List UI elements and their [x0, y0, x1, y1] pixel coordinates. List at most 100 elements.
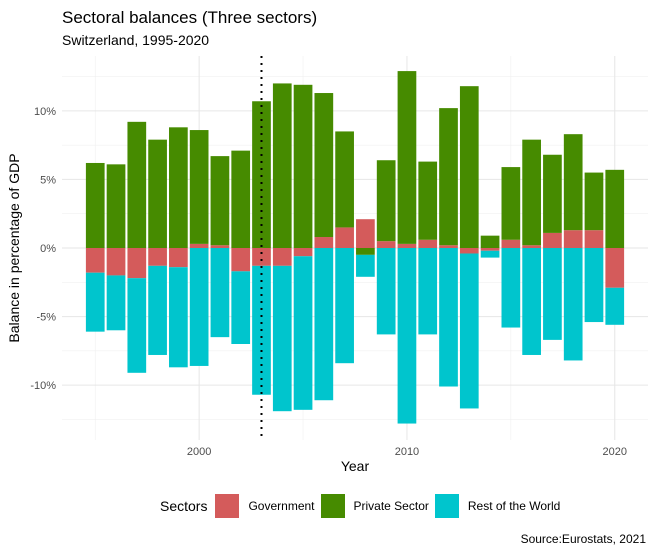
bar-government-2019	[584, 230, 604, 248]
bar-rest-of-the-world-2013	[459, 253, 479, 409]
bar-private-sector-2000	[189, 130, 209, 244]
bar-government-2010	[397, 243, 417, 248]
bar-government-1995	[85, 248, 105, 273]
bar-private-sector-2014	[480, 235, 500, 248]
bar-rest-of-the-world-1999	[169, 267, 188, 368]
legend-swatch-private-sector	[320, 494, 345, 518]
bar-private-sector-2001	[210, 156, 230, 246]
chart-subtitle: Switzerland, 1995-2020	[62, 32, 210, 48]
bars	[85, 71, 625, 424]
y-tick-label: 10%	[34, 106, 56, 118]
bar-government-2001	[210, 245, 230, 248]
legend-label-government: Government	[248, 499, 315, 513]
bar-rest-of-the-world-2007	[335, 248, 354, 364]
bar-private-sector-1996	[106, 164, 126, 248]
bar-government-2005	[293, 248, 313, 257]
bar-government-2014	[480, 248, 500, 251]
bar-rest-of-the-world-2020	[605, 287, 625, 325]
bar-private-sector-2003	[252, 101, 271, 248]
bar-private-sector-2004	[272, 83, 292, 248]
bar-government-2003	[252, 248, 271, 266]
x-axis-ticks: 2000 2010 2020	[187, 446, 627, 458]
bar-rest-of-the-world-1995	[85, 272, 105, 332]
bar-private-sector-1995	[85, 162, 105, 248]
bar-rest-of-the-world-2012	[439, 248, 458, 387]
bar-private-sector-2018	[563, 134, 583, 231]
bar-rest-of-the-world-2005	[293, 256, 313, 410]
legend-item-government: Government	[215, 494, 315, 518]
bar-government-2002	[231, 248, 251, 272]
bar-government-1996	[106, 248, 126, 276]
legend-label-private-sector: Private Sector	[353, 499, 429, 513]
bar-private-sector-2011	[418, 161, 438, 240]
bar-private-sector-2019	[584, 172, 604, 231]
bar-rest-of-the-world-1997	[127, 278, 147, 373]
bar-private-sector-2009	[376, 160, 396, 242]
bar-government-2018	[563, 230, 583, 248]
legend-label-rest-of-world: Rest of the World	[467, 499, 561, 513]
bar-private-sector-2006	[314, 93, 334, 238]
bar-rest-of-the-world-1996	[106, 275, 126, 331]
bar-government-1997	[127, 248, 147, 279]
bar-private-sector-1998	[148, 139, 167, 248]
bar-private-sector-2013	[459, 86, 479, 249]
x-tick-label: 2010	[395, 446, 419, 458]
bar-private-sector-2010	[397, 71, 417, 244]
bar-rest-of-the-world-2015	[501, 248, 521, 328]
bar-rest-of-the-world-2009	[376, 248, 396, 335]
bar-government-2004	[272, 248, 292, 266]
y-tick-label: -5%	[36, 312, 56, 324]
bar-private-sector-2007	[335, 131, 354, 228]
legend-title: Sectors	[160, 498, 208, 514]
legend-item-private-sector: Private Sector	[320, 494, 429, 518]
x-tick-label: 2000	[187, 446, 211, 458]
bar-private-sector-2015	[501, 167, 521, 240]
bar-private-sector-1999	[169, 127, 188, 248]
bar-government-2008	[356, 219, 375, 248]
bar-government-2020	[605, 248, 625, 288]
bar-rest-of-the-world-2004	[272, 265, 292, 412]
bar-rest-of-the-world-2008	[356, 254, 375, 277]
bar-private-sector-2005	[293, 84, 313, 248]
y-tick-label: -10%	[30, 380, 56, 392]
y-tick-label: 5%	[40, 174, 56, 186]
bar-government-1999	[169, 248, 188, 268]
legend-swatch-government	[215, 494, 240, 518]
bar-government-2011	[418, 239, 438, 248]
bar-government-2015	[501, 239, 521, 248]
bar-rest-of-the-world-2018	[563, 248, 583, 361]
bar-rest-of-the-world-1998	[148, 265, 167, 355]
bar-government-2016	[522, 245, 541, 248]
x-tick-label: 2020	[603, 446, 627, 458]
bar-government-2009	[376, 241, 396, 248]
bar-government-2006	[314, 237, 334, 248]
y-axis-ticks: -10% -5% 0% 5% 10%	[30, 106, 56, 392]
bar-government-2017	[543, 232, 562, 248]
bar-rest-of-the-world-2014	[480, 250, 500, 258]
y-tick-label: 0%	[40, 243, 56, 255]
legend-item-rest-of-world: Rest of the World	[434, 494, 561, 518]
bar-rest-of-the-world-2006	[314, 248, 334, 401]
bar-private-sector-2008	[356, 248, 375, 255]
bar-rest-of-the-world-2016	[522, 248, 541, 355]
source-caption: Source:Eurostats, 2021	[520, 532, 646, 546]
bar-rest-of-the-world-2001	[210, 248, 230, 338]
bar-government-1998	[148, 248, 167, 266]
legend-swatch-rest-of-world	[434, 494, 459, 518]
bar-private-sector-2020	[605, 169, 625, 248]
y-axis-title: Balance in percentage of GDP	[6, 153, 22, 342]
bar-rest-of-the-world-2002	[231, 271, 251, 344]
legend: Sectors Government Private Sector Rest o…	[160, 494, 566, 518]
bar-government-2013	[459, 248, 479, 254]
bar-government-2007	[335, 227, 354, 248]
bar-private-sector-2012	[439, 108, 458, 246]
bar-government-2000	[189, 243, 209, 248]
x-axis-title: Year	[341, 458, 370, 474]
bar-rest-of-the-world-2010	[397, 248, 417, 424]
bar-private-sector-2017	[543, 154, 562, 233]
bar-private-sector-2016	[522, 139, 541, 246]
bar-rest-of-the-world-2017	[543, 248, 562, 340]
bar-private-sector-2002	[231, 150, 251, 248]
bar-government-2012	[439, 245, 458, 248]
